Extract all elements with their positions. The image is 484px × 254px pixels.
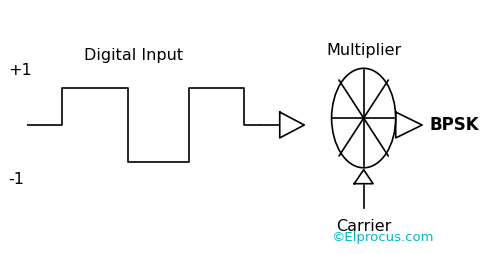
Text: BPSK: BPSK: [429, 116, 478, 134]
Text: +1: +1: [8, 63, 32, 78]
Polygon shape: [395, 112, 421, 138]
Polygon shape: [279, 112, 303, 138]
Polygon shape: [353, 170, 372, 184]
Text: ©Elprocus.com: ©Elprocus.com: [331, 231, 433, 244]
Text: Digital Input: Digital Input: [83, 48, 182, 63]
Text: Multiplier: Multiplier: [325, 43, 400, 58]
Text: -1: -1: [8, 172, 24, 187]
Text: Carrier: Carrier: [335, 219, 391, 234]
